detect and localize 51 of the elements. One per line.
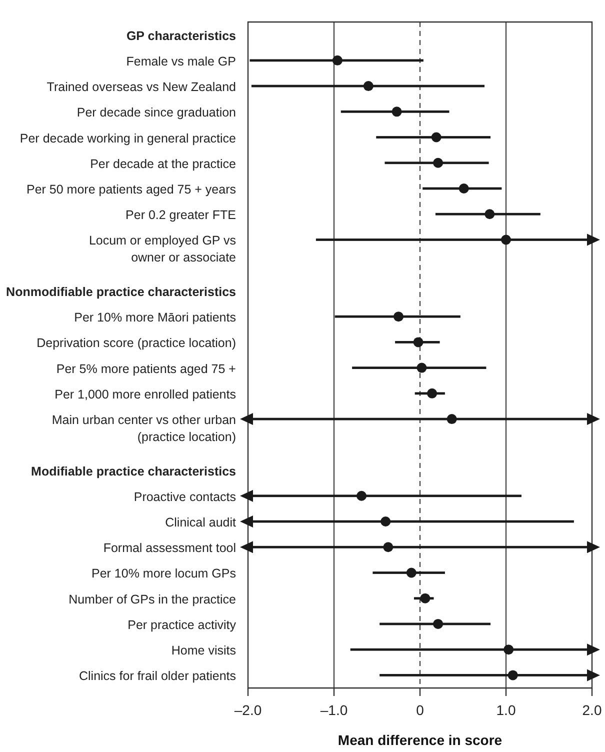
point bbox=[484, 209, 495, 220]
y-tick-label: Per decade at the practice bbox=[90, 156, 236, 171]
y-tick-label: Per 10% more Māori patients bbox=[74, 310, 236, 325]
x-tick-label: 2.0 bbox=[582, 702, 602, 718]
y-tick-label: Per decade since graduation bbox=[76, 106, 236, 120]
y-tick-label: Female vs male GP bbox=[126, 54, 236, 68]
point bbox=[427, 388, 438, 398]
point bbox=[433, 618, 444, 629]
y-tick-label: Clinical audit bbox=[165, 516, 237, 530]
point bbox=[416, 362, 427, 373]
point bbox=[394, 312, 404, 322]
y-tick-label: Formal assessment tool bbox=[103, 541, 236, 556]
point bbox=[363, 81, 374, 92]
y-tick-label: Clinics for frail older patients bbox=[78, 669, 236, 684]
y-tick-label: Modifiable practice characteristics bbox=[31, 464, 236, 478]
point bbox=[446, 414, 457, 424]
x-tick-label: –1.0 bbox=[320, 702, 348, 718]
y-tick-label: Per 1,000 more enrolled patients bbox=[54, 387, 236, 402]
point bbox=[413, 337, 424, 348]
y-tick-label: Locum or employed GP vs owner or associate bbox=[88, 234, 236, 265]
y-tick-label: Trained overseas vs New Zealand bbox=[46, 80, 236, 94]
y-tick-label: GP characteristics bbox=[126, 28, 236, 43]
y-tick-label: Per decade working in general practice bbox=[20, 131, 236, 146]
y-tick-label: Per 50 more patients aged 75 + years bbox=[26, 182, 236, 196]
point bbox=[406, 568, 416, 578]
x-axis-title: Mean difference in score bbox=[338, 732, 502, 748]
y-tick-label: Per 5% more patients aged 75 + bbox=[56, 362, 236, 376]
x-tick-label: –2.0 bbox=[234, 702, 262, 718]
point bbox=[356, 490, 367, 501]
point bbox=[383, 542, 394, 552]
y-tick-label: Home visits bbox=[171, 644, 236, 658]
point bbox=[501, 234, 511, 245]
y-tick-label: Nonmodifiable practice characteristics bbox=[6, 284, 236, 299]
point bbox=[332, 55, 342, 66]
y-tick-label: Proactive contacts bbox=[134, 490, 236, 504]
point bbox=[431, 132, 442, 142]
x-tick-label: 0 bbox=[416, 702, 424, 718]
y-tick-label: Per practice activity bbox=[128, 618, 237, 632]
y-tick-label: Number of GPs in the practice bbox=[68, 592, 236, 606]
y-tick-label: Per 0.2 greater FTE bbox=[126, 208, 236, 222]
point bbox=[392, 106, 402, 117]
point bbox=[458, 184, 469, 194]
point bbox=[433, 158, 444, 168]
x-tick-label: 1.0 bbox=[496, 702, 516, 718]
y-tick-label: Main urban center vs other urban (practice location) bbox=[52, 413, 236, 444]
point bbox=[380, 516, 391, 526]
y-tick-label: Per 10% more locum GPs bbox=[92, 566, 236, 581]
point bbox=[508, 670, 518, 680]
point bbox=[420, 593, 430, 604]
point bbox=[504, 644, 514, 655]
y-tick-label: Deprivation score (practice location) bbox=[36, 336, 236, 350]
